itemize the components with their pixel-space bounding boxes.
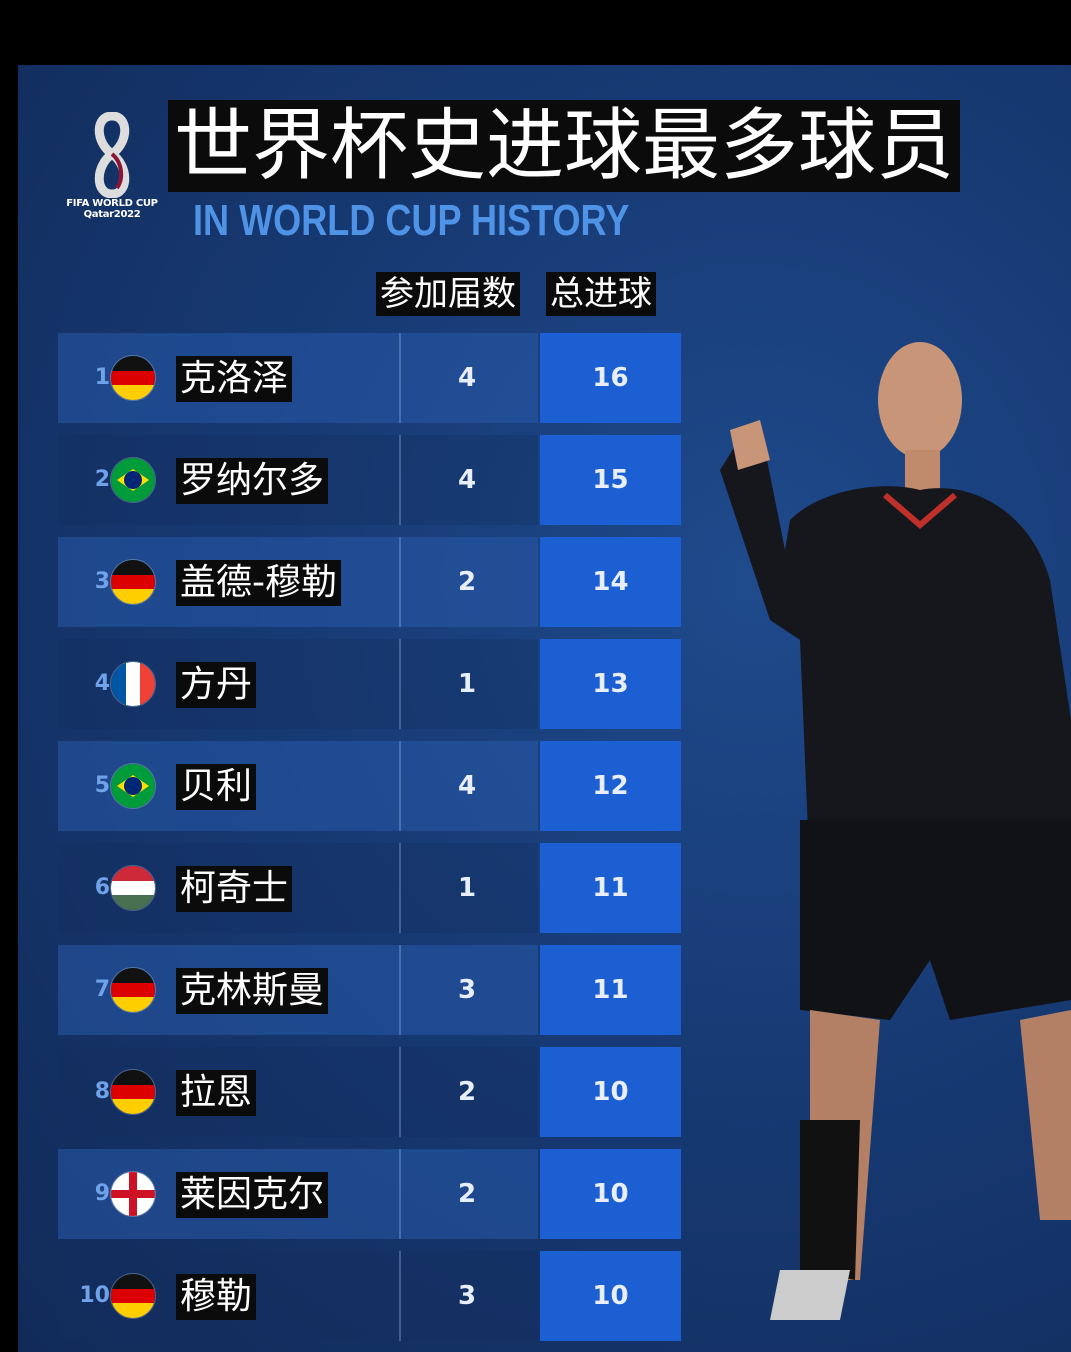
table-row: 5 贝利	[58, 741, 538, 831]
table-row: 9 莱因克尔	[58, 1149, 538, 1239]
player-name: 穆勒	[176, 1274, 257, 1320]
page-subtitle: IN WORLD CUP HISTORY	[193, 196, 630, 245]
appearances-value: 1	[457, 873, 477, 903]
rank: 1	[94, 365, 110, 390]
player-name: 方丹	[176, 662, 257, 708]
player-name: 贝利	[176, 764, 257, 810]
table-row: 3 盖德-穆勒	[58, 537, 538, 627]
player-name: 克洛泽	[176, 356, 293, 402]
table-row: 4 方丹	[58, 639, 538, 729]
column-divider	[399, 1047, 401, 1137]
germany-flag-icon	[110, 355, 156, 401]
table-row: 2 罗纳尔多	[58, 435, 538, 525]
column-divider	[399, 537, 401, 627]
table-row: 6 柯奇士	[58, 843, 538, 933]
fifa-world-cup-logo: FIFA WORLD CUP Qatar2022	[62, 112, 162, 242]
player-name: 罗纳尔多	[176, 458, 329, 504]
rank: 9	[94, 1181, 110, 1206]
brazil-flag-icon	[110, 763, 156, 809]
rank: 10	[79, 1283, 110, 1308]
column-divider	[399, 1251, 401, 1341]
appearances-value: 2	[457, 567, 477, 597]
goals-value: 10	[540, 1047, 681, 1137]
player-name: 盖德-穆勒	[176, 560, 341, 606]
column-divider	[399, 741, 401, 831]
goals-value: 15	[540, 435, 681, 525]
appearances-value: 2	[457, 1077, 477, 1107]
rank: 8	[94, 1079, 110, 1104]
table-row: 7 克林斯曼	[58, 945, 538, 1035]
player-photo	[720, 342, 1071, 1320]
rank: 5	[94, 773, 110, 798]
player-name: 克林斯曼	[176, 968, 329, 1014]
column-divider	[399, 639, 401, 729]
goals-value: 10	[540, 1149, 681, 1239]
column-divider	[399, 945, 401, 1035]
goals-value: 11	[540, 945, 681, 1035]
column-divider	[399, 843, 401, 933]
germany-flag-icon	[110, 967, 156, 1013]
appearances-value: 2	[457, 1179, 477, 1209]
appearances-value: 4	[457, 465, 477, 495]
goals-value: 16	[540, 333, 681, 423]
trophy-emblem-icon	[94, 112, 130, 198]
player-name: 拉恩	[176, 1070, 257, 1116]
rank: 2	[94, 467, 110, 492]
germany-flag-icon	[110, 559, 156, 605]
column-divider	[399, 333, 401, 423]
rank: 7	[94, 977, 110, 1002]
hungary-flag-icon	[110, 865, 156, 911]
logo-line1: FIFA WORLD CUP	[66, 198, 158, 209]
table-row: 8 拉恩	[58, 1047, 538, 1137]
rank: 6	[94, 875, 110, 900]
rank: 4	[94, 671, 110, 696]
goals-value: 13	[540, 639, 681, 729]
table-row: 1 克洛泽	[58, 333, 538, 423]
england-flag-icon	[110, 1171, 156, 1217]
column-divider	[399, 1149, 401, 1239]
rank: 3	[94, 569, 110, 594]
column-header-goals: 总进球	[546, 272, 656, 316]
player-name: 柯奇士	[176, 866, 293, 912]
brazil-flag-icon	[110, 457, 156, 503]
appearances-value: 1	[457, 669, 477, 699]
appearances-value: 4	[457, 771, 477, 801]
page-title: 世界杯史进球最多球员	[168, 100, 961, 192]
germany-flag-icon	[110, 1273, 156, 1319]
goals-value: 10	[540, 1251, 681, 1341]
appearances-value: 3	[457, 1281, 477, 1311]
column-header-appearances: 参加届数	[376, 272, 520, 316]
player-name: 莱因克尔	[176, 1172, 329, 1218]
goals-value: 14	[540, 537, 681, 627]
table-row: 10 穆勒	[58, 1251, 538, 1341]
column-divider	[399, 435, 401, 525]
appearances-value: 3	[457, 975, 477, 1005]
france-flag-icon	[110, 661, 156, 707]
logo-line2: Qatar2022	[83, 209, 141, 220]
appearances-value: 4	[457, 363, 477, 393]
goals-value: 11	[540, 843, 681, 933]
germany-flag-icon	[110, 1069, 156, 1115]
goals-value: 12	[540, 741, 681, 831]
